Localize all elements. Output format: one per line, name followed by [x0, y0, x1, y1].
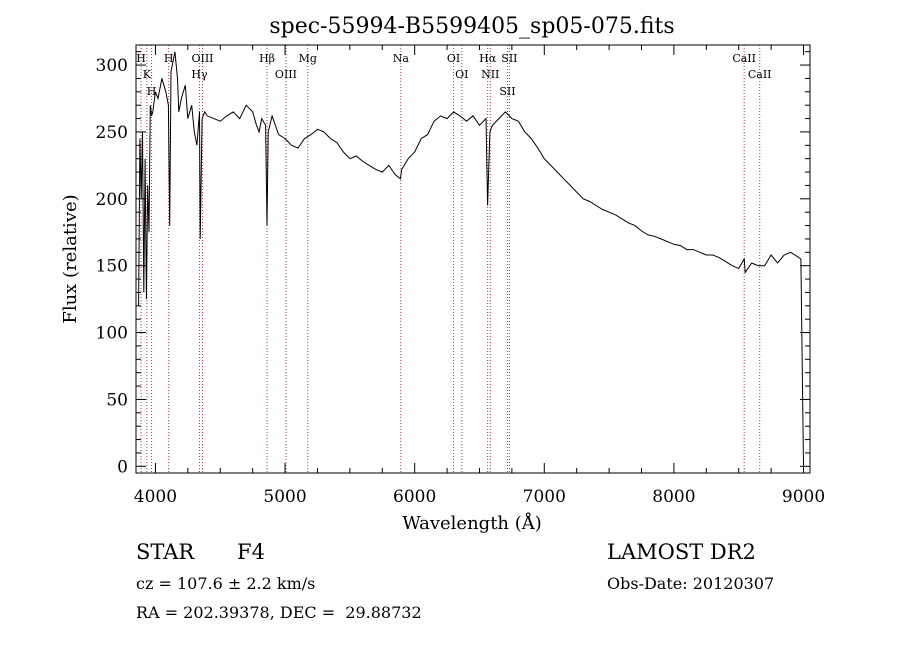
x-tick-label: 7000: [523, 487, 566, 507]
x-tick-label: 5000: [263, 487, 306, 507]
y-tick-label: 50: [106, 390, 128, 410]
object-subclass: F4: [237, 540, 265, 564]
y-tick-label: 200: [96, 190, 128, 210]
spectral-line-label: Mg: [299, 52, 317, 65]
x-axis-ticks: 4000 5000 6000 7000 8000 9000: [134, 45, 825, 507]
spectral-line-label: SII: [499, 85, 515, 98]
y-axis-ticks: 0 50 100 150 200 250 300: [96, 51, 810, 477]
spectral-line-markers: [140, 45, 761, 473]
x-tick-label: 4000: [134, 487, 177, 507]
x-tick-label: 9000: [782, 487, 825, 507]
spectral-line-label: CaII: [748, 68, 772, 81]
y-tick-label: 150: [96, 257, 128, 277]
spectral-line-label: Hβ: [259, 52, 275, 65]
y-tick-label: 100: [96, 324, 128, 344]
coordinates-text: RA = 202.39378, DEC = 29.88732: [136, 603, 422, 622]
spectral-line-label: K: [143, 68, 152, 81]
y-axis-label: Flux (relative): [60, 194, 81, 323]
spectral-line-label: OI: [447, 52, 460, 65]
x-axis-label: Wavelength (Å): [402, 512, 542, 534]
spectral-line-label: Hα: [479, 52, 497, 65]
spectral-line-label: SII: [501, 52, 517, 65]
x-tick-label: 8000: [652, 487, 695, 507]
spectral-line-label: OIII: [275, 68, 297, 81]
spectral-line-label: Na: [393, 52, 410, 65]
plot-frame: [135, 44, 811, 474]
obs-date-text: Obs-Date: 20120307: [607, 574, 775, 593]
y-tick-label: 0: [117, 457, 128, 477]
spectral-line-label: OIII: [191, 52, 213, 65]
spectral-line-label: CaII: [732, 52, 756, 65]
object-class: STAR: [136, 540, 195, 564]
spectral-line-label: NII: [481, 68, 499, 81]
x-tick-label: 6000: [393, 487, 436, 507]
spectral-line-label: H: [136, 52, 146, 65]
spectral-line-label: OI: [455, 68, 468, 81]
chart-title: spec-55994-B5599405_sp05-075.fits: [269, 14, 674, 39]
spectral-line-label: H: [147, 85, 157, 98]
spectrum-line: [138, 51, 804, 467]
survey-name: LAMOST DR2: [607, 540, 756, 564]
y-tick-label: 250: [96, 123, 128, 143]
y-tick-label: 300: [96, 56, 128, 76]
spectral-line-label: H: [164, 52, 174, 65]
spectral-line-label: Hγ: [191, 68, 208, 81]
redshift-text: cz = 107.6 ± 2.2 km/s: [136, 574, 316, 593]
